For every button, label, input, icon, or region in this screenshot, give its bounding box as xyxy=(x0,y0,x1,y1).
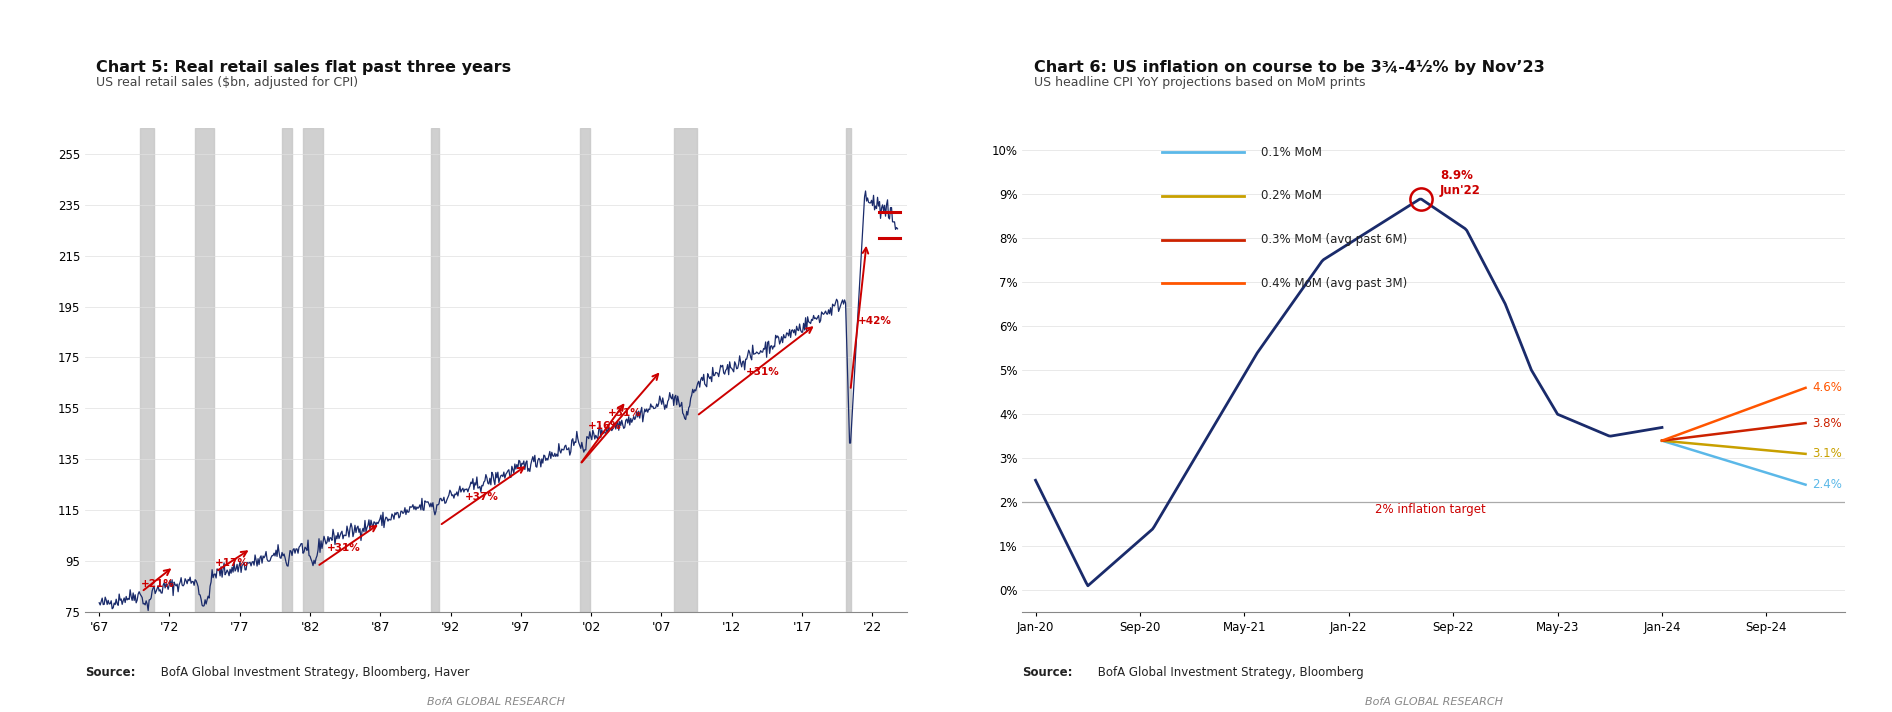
Text: +17%: +17% xyxy=(214,558,248,568)
Text: +31%: +31% xyxy=(327,543,361,553)
Text: US real retail sales ($bn, adjusted for CPI): US real retail sales ($bn, adjusted for … xyxy=(96,76,359,89)
Text: Chart 6: US inflation on course to be 3¾-4½% by Nov’23: Chart 6: US inflation on course to be 3¾… xyxy=(1033,60,1544,75)
Text: BofA GLOBAL RESEARCH: BofA GLOBAL RESEARCH xyxy=(1364,697,1502,707)
Text: US headline CPI YoY projections based on MoM prints: US headline CPI YoY projections based on… xyxy=(1033,76,1366,89)
Text: +42%: +42% xyxy=(859,316,891,326)
Text: 0.2% MoM: 0.2% MoM xyxy=(1260,189,1323,202)
Bar xyxy=(140,128,153,612)
Text: 2.4%: 2.4% xyxy=(1813,478,1843,491)
Bar xyxy=(846,128,851,612)
Bar xyxy=(431,128,439,612)
Text: +31%: +31% xyxy=(607,408,641,418)
Text: 2% inflation target: 2% inflation target xyxy=(1375,503,1485,516)
Text: 0.3% MoM (avg past 6M): 0.3% MoM (avg past 6M) xyxy=(1260,233,1408,246)
Text: +21%: +21% xyxy=(142,579,176,589)
Bar xyxy=(282,128,291,612)
Text: Source:: Source: xyxy=(85,666,136,679)
Text: 4.6%: 4.6% xyxy=(1813,382,1843,394)
Text: +37%: +37% xyxy=(465,492,498,502)
Bar xyxy=(579,128,590,612)
Bar xyxy=(195,128,214,612)
Text: 3.8%: 3.8% xyxy=(1813,417,1841,429)
Text: +16%: +16% xyxy=(588,421,622,431)
Text: BofA GLOBAL RESEARCH: BofA GLOBAL RESEARCH xyxy=(428,697,566,707)
Text: 8.9%
Jun'22: 8.9% Jun'22 xyxy=(1440,169,1481,197)
Text: +31%: +31% xyxy=(745,367,780,377)
Text: 0.4% MoM (avg past 3M): 0.4% MoM (avg past 3M) xyxy=(1260,276,1408,290)
Text: Chart 5: Real retail sales flat past three years: Chart 5: Real retail sales flat past thr… xyxy=(96,60,511,75)
Text: 0.1% MoM: 0.1% MoM xyxy=(1260,146,1323,159)
Text: BofA Global Investment Strategy, Bloomberg, Haver: BofA Global Investment Strategy, Bloombe… xyxy=(157,666,469,679)
Text: Source:: Source: xyxy=(1022,666,1073,679)
Text: BofA Global Investment Strategy, Bloomberg: BofA Global Investment Strategy, Bloombe… xyxy=(1094,666,1364,679)
Bar xyxy=(303,128,324,612)
Text: 3.1%: 3.1% xyxy=(1813,447,1841,461)
Bar xyxy=(674,128,696,612)
